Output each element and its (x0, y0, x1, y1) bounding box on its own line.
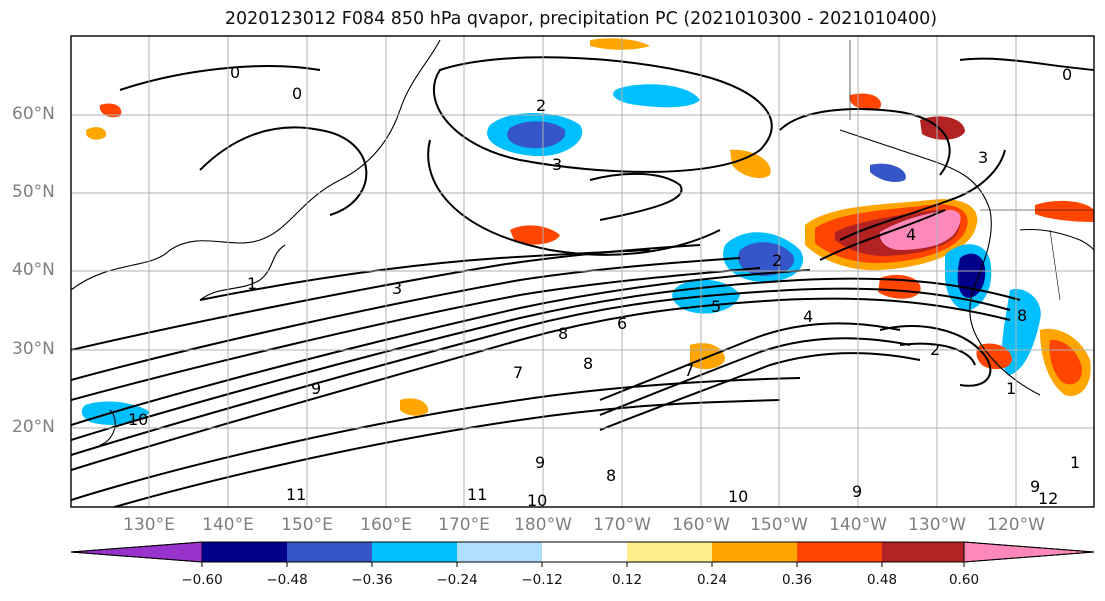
map-title: 2020123012 F084 850 hPa qvapor, precipit… (224, 9, 938, 29)
lon-label-160e: 160°E (360, 515, 412, 535)
map-frame (70, 35, 1095, 508)
contour-label: 7 (513, 363, 523, 382)
lat-label-50n: 50°N (12, 182, 55, 202)
colorbar-label: −0.36 (351, 572, 393, 588)
contour-label: 6 (617, 314, 627, 333)
lon-label-130w: 130°W (908, 515, 966, 535)
lat-label-60n: 60°N (12, 104, 55, 124)
contour-label: 7 (684, 361, 694, 380)
contour-label: 9 (852, 482, 862, 501)
lat-label-20n: 20°N (12, 417, 55, 437)
contour-label: 9 (311, 379, 321, 398)
contour-label: 12 (1038, 489, 1058, 508)
lon-label-180w: 180°W (514, 515, 572, 535)
lon-label-170e: 170°E (438, 515, 490, 535)
colorbar-label: −0.60 (181, 572, 223, 588)
contour-label: 0 (292, 84, 302, 103)
colorbar-label: −0.12 (521, 572, 563, 588)
gridlines (71, 36, 1094, 507)
lat-label-30n: 30°N (12, 339, 55, 359)
lon-label-170w: 170°W (593, 515, 651, 535)
contour-label: 3 (392, 279, 402, 298)
contour-label: 2 (536, 96, 546, 115)
colorbar-label: −0.24 (436, 572, 478, 588)
borders (849, 40, 1094, 301)
contour-label: 4 (803, 307, 813, 326)
colorbar-bin (457, 542, 542, 562)
colorbar-extend-high (963, 541, 1095, 563)
contour-label: 2 (772, 251, 782, 270)
contour-label: 5 (711, 297, 721, 316)
colorbar-label: 0.12 (611, 572, 643, 588)
contour-label: 10 (728, 487, 748, 506)
colorbar-bin (542, 542, 627, 562)
contour-label: 10 (527, 491, 547, 510)
lon-label-140w: 140°W (829, 515, 887, 535)
lon-label-130e: 130°E (123, 515, 175, 535)
contour-label: 10 (128, 410, 148, 429)
lat-label-40n: 40°N (12, 260, 55, 280)
colorbar-label: 0.60 (948, 572, 980, 588)
colorbar-bin (287, 542, 372, 562)
contour-label: 1 (1006, 379, 1016, 398)
contour-label: 3 (978, 148, 988, 167)
contour-label: 9 (1030, 477, 1040, 496)
coastlines (71, 39, 1094, 446)
lon-label-160w: 160°W (672, 515, 730, 535)
colorbar-bin (202, 542, 287, 562)
contour-label: 11 (467, 485, 487, 504)
contour-label: 8 (558, 324, 568, 343)
contour-label: 0 (230, 63, 240, 82)
colorbar-bin (712, 542, 797, 562)
lon-label-150e: 150°E (281, 515, 333, 535)
contour-label: 9 (535, 453, 545, 472)
colorbar-bin (882, 542, 964, 562)
contour-label: 3 (552, 155, 562, 174)
contour-label: 1 (247, 274, 257, 293)
contour-label: 0 (1062, 65, 1072, 84)
colorbar-bin (797, 542, 882, 562)
contour-label: 8 (606, 466, 616, 485)
contour-label: 4 (906, 225, 916, 244)
colorbar-bin (372, 542, 457, 562)
contour-label: 8 (583, 354, 593, 373)
colorbar-label: 0.36 (781, 572, 813, 588)
contour-label: 8 (1017, 306, 1027, 325)
lon-label-150w: 150°W (750, 515, 808, 535)
contour-labels: 0 0 0 1 1 1 2 2 2 3 3 3 4 4 5 6 7 7 8 8 … (128, 63, 1080, 510)
colorbar-label: 0.24 (696, 572, 728, 588)
colorbar-bin (627, 542, 712, 562)
lon-label-120w: 120°W (987, 515, 1045, 535)
colorbar-label: −0.48 (266, 572, 308, 588)
contour-label: 11 (286, 485, 306, 504)
lon-label-140e: 140°E (202, 515, 254, 535)
colorbar (70, 541, 1095, 567)
colorbar-label: 0.48 (866, 572, 898, 588)
colorbar-extend-low (70, 541, 203, 563)
contour-label: 2 (930, 340, 940, 359)
contour-label: 1 (1070, 453, 1080, 472)
